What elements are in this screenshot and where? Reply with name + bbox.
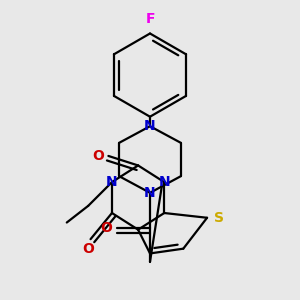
Text: O: O <box>100 221 112 236</box>
Text: S: S <box>214 211 224 225</box>
Text: N: N <box>158 175 170 189</box>
Text: N: N <box>144 186 156 200</box>
Text: N: N <box>106 175 118 189</box>
Text: O: O <box>92 149 103 163</box>
Text: F: F <box>145 12 155 26</box>
Text: O: O <box>82 242 94 256</box>
Text: N: N <box>144 119 156 133</box>
